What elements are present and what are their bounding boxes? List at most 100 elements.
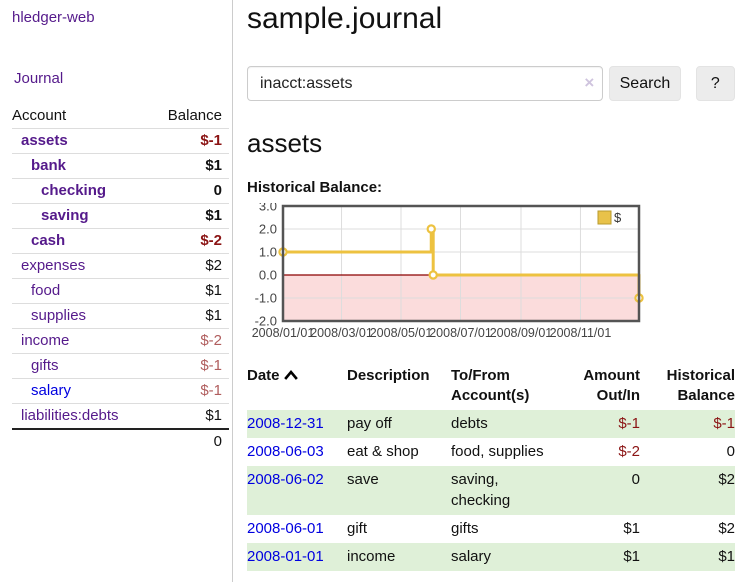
- transaction-date-link[interactable]: 2008-06-03: [247, 443, 324, 460]
- account-row-assets: assets $-1: [12, 128, 229, 154]
- register-header-date[interactable]: Date: [247, 364, 347, 410]
- svg-text:2008/01/01: 2008/01/01: [252, 326, 315, 340]
- account-link-supplies[interactable]: supplies: [31, 307, 87, 324]
- account-row-gifts: gifts $-1: [12, 353, 229, 379]
- register-row: 2008-06-01 gift gifts $1 $2: [247, 515, 735, 543]
- transaction-description: income: [347, 543, 451, 571]
- account-balance: $2: [149, 253, 229, 279]
- transaction-amount: $-2: [618, 443, 640, 460]
- account-row-supplies: supplies $1: [12, 303, 229, 329]
- search-input[interactable]: [247, 66, 604, 101]
- transaction-balance: $1: [640, 543, 735, 571]
- account-link-expenses[interactable]: expenses: [21, 257, 86, 274]
- register-header-accounts: To/From Account(s): [451, 367, 530, 404]
- account-balance: $-1: [149, 353, 229, 379]
- account-link-liabilities-debts[interactable]: liabilities:debts: [21, 407, 119, 424]
- sidebar: hledger-web Journal Account Balance asse…: [0, 0, 233, 582]
- svg-text:3.0: 3.0: [259, 203, 277, 214]
- register-row: 2008-06-03 eat & shop food, supplies $-2…: [247, 438, 735, 466]
- svg-text:2008/03/01: 2008/03/01: [310, 326, 373, 340]
- transaction-balance: $2: [718, 520, 735, 537]
- account-row-bank: bank $1: [12, 153, 229, 179]
- register-header-balance: Historical Balance: [666, 367, 735, 404]
- page-title: sample.journal: [247, 2, 443, 35]
- account-link-cash[interactable]: cash: [31, 232, 66, 249]
- chart-label: Historical Balance:: [247, 179, 383, 196]
- chart-svg: $3.0 2.0 1.0 0.0 -1.0 -2.02008/01/012008/03/0…: [252, 199, 644, 340]
- accounts-total-row: 0: [12, 428, 229, 454]
- account-link-food[interactable]: food: [31, 282, 61, 299]
- historical-balance-chart: $3.0 2.0 1.0 0.0 -1.0 -2.0 2008/01/01 2008/03/0…: [247, 199, 735, 349]
- account-row-salary: salary $-1: [12, 378, 229, 404]
- account-row-cash: cash $-2: [12, 228, 229, 254]
- svg-text:2008/11/01: 2008/11/01: [550, 326, 612, 340]
- main-content: sample.journal × Search ? assets Histori…: [247, 0, 742, 571]
- transaction-accounts: debts: [451, 410, 563, 438]
- transaction-date-link[interactable]: 2008-01-01: [247, 548, 324, 565]
- svg-text:2008/09/01: 2008/09/01: [490, 326, 553, 340]
- account-row-saving: saving $1: [12, 203, 229, 229]
- accounts-header-row: Account Balance: [12, 104, 229, 129]
- account-balance: 0: [149, 178, 229, 204]
- register-header-row: Date Description To/From Account(s) Amou…: [247, 364, 735, 410]
- account-balance: $1: [149, 278, 229, 304]
- sort-ascending-icon: [283, 366, 298, 386]
- app-brand-link[interactable]: hledger-web: [12, 9, 95, 26]
- account-balance: $1: [149, 303, 229, 329]
- transaction-description: gift: [347, 520, 368, 537]
- svg-text:2.0: 2.0: [259, 222, 277, 237]
- account-balance: $-2: [149, 228, 229, 254]
- account-link-saving[interactable]: saving: [41, 207, 89, 224]
- svg-text:-2.0: -2.0: [255, 314, 277, 329]
- register-row: 2008-06-02 save saving, checking 0 $2: [247, 466, 735, 515]
- transaction-date-link[interactable]: 2008-12-31: [247, 415, 324, 432]
- account-link-assets[interactable]: assets: [21, 132, 68, 149]
- clear-search-icon[interactable]: ×: [584, 73, 595, 92]
- transaction-accounts: salary: [451, 543, 563, 571]
- sidebar-item-journal[interactable]: Journal: [14, 70, 64, 87]
- account-link-gifts[interactable]: gifts: [31, 357, 59, 374]
- register-row: 2008-12-31 pay off debts $-1 $-1: [247, 410, 735, 438]
- account-balance: $-1: [149, 128, 229, 154]
- transaction-accounts: saving, checking: [451, 466, 563, 515]
- register-row: 2008-01-01 income salary $1 $1: [247, 543, 735, 571]
- search-form: × Search ?: [247, 66, 736, 101]
- transaction-amount: 0: [563, 466, 640, 515]
- account-balance: $1: [149, 203, 229, 229]
- transaction-date-link[interactable]: 2008-06-01: [247, 520, 324, 537]
- register-table: Date Description To/From Account(s) Amou…: [247, 364, 735, 571]
- svg-text:1.0: 1.0: [259, 245, 277, 260]
- svg-text:0.0: 0.0: [259, 268, 277, 283]
- search-button[interactable]: Search: [609, 66, 681, 101]
- account-balance: $-1: [149, 378, 229, 404]
- account-balance: $-2: [149, 328, 229, 354]
- svg-text:-1.0: -1.0: [255, 291, 277, 306]
- transaction-accounts: gifts: [451, 520, 479, 537]
- account-link-checking[interactable]: checking: [41, 182, 107, 199]
- accounts-table: Account Balance assets $-1 bank $1 check…: [12, 104, 229, 454]
- transaction-balance: $-1: [640, 410, 735, 438]
- account-row-liabilities-debts: liabilities:debts $1: [12, 403, 229, 430]
- register-header-amount: Amount Out/In: [583, 367, 640, 404]
- transaction-description: save: [347, 466, 451, 515]
- register-header-description: Description: [347, 367, 430, 384]
- transaction-amount: $-1: [563, 410, 640, 438]
- accounts-header-balance: Balance: [149, 104, 229, 129]
- account-link-bank[interactable]: bank: [31, 157, 67, 174]
- account-balance: $1: [149, 403, 229, 430]
- account-balance: $1: [149, 153, 229, 179]
- account-row-income: income $-2: [12, 328, 229, 354]
- help-button[interactable]: ?: [695, 66, 736, 101]
- transaction-amount: $1: [563, 543, 640, 571]
- account-row-checking: checking 0: [12, 178, 229, 204]
- svg-text:2008/05/01: 2008/05/01: [370, 326, 433, 340]
- accounts-header-account: Account: [12, 104, 150, 129]
- accounts-total-value: 0: [149, 428, 229, 454]
- account-link-income[interactable]: income: [21, 332, 70, 349]
- account-link-salary[interactable]: salary: [31, 382, 72, 399]
- account-row-expenses: expenses $2: [12, 253, 229, 279]
- transaction-date-link[interactable]: 2008-06-02: [247, 471, 324, 488]
- account-heading: assets: [247, 128, 323, 158]
- transaction-description: pay off: [347, 410, 451, 438]
- transaction-description: eat & shop: [347, 443, 419, 460]
